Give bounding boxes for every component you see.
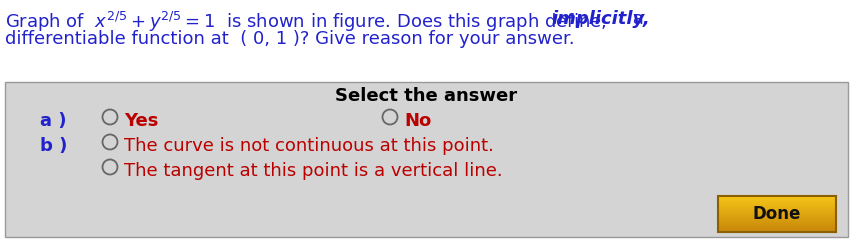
Text: a ): a ) xyxy=(40,112,66,130)
Text: implicitly,: implicitly, xyxy=(550,10,649,28)
Text: b ): b ) xyxy=(40,137,67,155)
Text: The curve is not continuous at this point.: The curve is not continuous at this poin… xyxy=(124,137,493,155)
Text: differentiable function at  ( 0, 1 )? Give reason for your answer.: differentiable function at ( 0, 1 )? Giv… xyxy=(5,30,574,48)
FancyBboxPatch shape xyxy=(5,82,847,237)
Text: Yes: Yes xyxy=(124,112,158,130)
Text: a: a xyxy=(626,10,643,28)
Text: No: No xyxy=(404,112,431,130)
Text: Select the answer: Select the answer xyxy=(335,87,516,105)
Text: The tangent at this point is a vertical line.: The tangent at this point is a vertical … xyxy=(124,162,502,180)
Text: Done: Done xyxy=(752,205,800,223)
Text: Graph of  $x^{2/5} + y^{2/5} = 1$  is shown in figure. Does this graph define,: Graph of $x^{2/5} + y^{2/5} = 1$ is show… xyxy=(5,10,607,34)
